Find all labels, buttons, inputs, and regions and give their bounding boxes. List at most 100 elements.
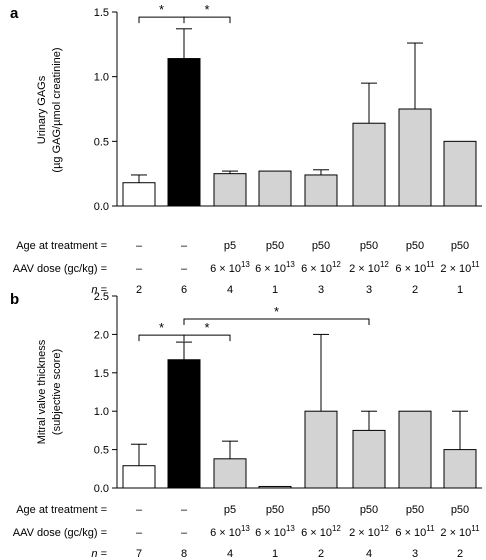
bar — [258, 170, 292, 207]
y-axis-label: Urinary GAGs (µg GAG/µmol creatinine) — [36, 47, 63, 172]
bar — [398, 108, 432, 207]
bar — [352, 429, 386, 489]
table-cell-dose: 6 × 1012 — [301, 524, 341, 539]
table-cell-dose: – — [181, 263, 188, 275]
table-cell-n: 1 — [272, 548, 278, 560]
y-tick-label: 1.0 — [94, 72, 109, 84]
table-row-label: Age at treatment = — [16, 504, 107, 516]
dose-base: 2 × 10 — [440, 527, 471, 539]
bar — [443, 449, 477, 489]
chart-panel-b: b Mitral valve thickness (subjective score… — [10, 291, 482, 560]
table-cell-n: 1 — [457, 284, 463, 296]
dose-exponent: 12 — [380, 524, 389, 533]
y-axis-label: Mitral valve thickness (subjective score) — [36, 339, 63, 444]
dose-exponent: 11 — [426, 260, 435, 269]
significance-star: * — [274, 304, 279, 319]
bar — [443, 140, 477, 207]
table-cell-n: 8 — [181, 548, 187, 560]
y-tick-label: 0.0 — [94, 201, 109, 213]
dose-exponent: 13 — [241, 260, 250, 269]
table-cell-n: 4 — [227, 284, 233, 296]
table-cell-dose: 2 × 1011 — [440, 524, 480, 539]
table-cell-age: – — [136, 240, 143, 252]
table-cell-n: 3 — [318, 284, 324, 296]
significance-star: * — [159, 2, 164, 17]
table-cell-dose: 2 × 1011 — [440, 260, 480, 275]
y-axis-label-line2: (subjective score) — [51, 349, 63, 435]
bar — [398, 410, 432, 489]
significance-bracket — [183, 334, 231, 342]
table-cell-n: 6 — [181, 284, 187, 296]
table-cell-n: 2 — [457, 548, 463, 560]
table-cell-dose: 6 × 1012 — [301, 260, 341, 275]
bar — [213, 173, 247, 207]
dose-base: 6 × 10 — [301, 527, 332, 539]
y-tick-label: 1.5 — [94, 368, 109, 380]
table-cell-dose: 2 × 1012 — [349, 524, 389, 539]
significance-bracket — [138, 334, 185, 342]
table-row-label: n = — [91, 284, 107, 296]
table-cell-age: – — [181, 240, 188, 252]
bar — [304, 410, 338, 489]
table-cell-n: 1 — [272, 284, 278, 296]
bar — [258, 485, 292, 489]
table-cell-age: p50 — [266, 504, 284, 516]
table-cell-n: 4 — [366, 548, 372, 560]
table-cell-age: p50 — [266, 240, 284, 252]
y-tick-label: 0.0 — [94, 483, 109, 495]
dose-exponent: 12 — [332, 260, 341, 269]
table-cell-age: p50 — [360, 504, 378, 516]
table-cell-age: p50 — [406, 504, 424, 516]
dose-exponent: 13 — [286, 260, 295, 269]
dose-base: – — [181, 527, 188, 539]
table-row-label: Age at treatment = — [16, 240, 107, 252]
table-cell-n: 7 — [136, 548, 142, 560]
dose-base: 6 × 10 — [210, 263, 241, 275]
significance-bracket — [183, 16, 231, 24]
dose-base: 6 × 10 — [210, 527, 241, 539]
table-row-label: AAV dose (gc/kg) = — [13, 263, 107, 275]
dose-base: 6 × 10 — [395, 527, 426, 539]
table-cell-n: 2 — [412, 284, 418, 296]
dose-base: 2 × 10 — [349, 527, 380, 539]
table-cell-age: – — [181, 504, 188, 516]
table-cell-age: p50 — [312, 240, 330, 252]
n-symbol: n — [91, 284, 97, 296]
dose-exponent: 12 — [332, 524, 341, 533]
significance-star: * — [159, 320, 164, 335]
table-cell-age: p50 — [451, 240, 469, 252]
significance-bracket — [138, 16, 185, 24]
significance-star: * — [204, 320, 209, 335]
dose-exponent: 13 — [241, 524, 250, 533]
table-cell-age: p5 — [224, 504, 236, 516]
chart-panel-a: a Urinary GAGs (µg GAG/µmol creatinine) 0.0… — [10, 2, 482, 296]
y-tick-label: 0.5 — [94, 136, 109, 148]
dose-exponent: 13 — [286, 524, 295, 533]
bar — [213, 458, 247, 489]
table-cell-n: 4 — [227, 548, 233, 560]
dose-base: – — [136, 263, 143, 275]
n-equals: = — [98, 284, 107, 296]
y-tick-label: 2.5 — [94, 291, 109, 303]
dose-base: 6 × 10 — [255, 527, 286, 539]
y-tick-label: 1.5 — [94, 7, 109, 19]
table-row-label: AAV dose (gc/kg) = — [13, 527, 107, 539]
table-cell-dose: 6 × 1013 — [210, 524, 250, 539]
y-tick-label: 2.0 — [94, 329, 109, 341]
panel-label: b — [10, 291, 19, 308]
table-cell-dose: – — [136, 527, 143, 539]
dose-base: 6 × 10 — [395, 263, 426, 275]
bar — [122, 182, 156, 207]
bar — [304, 174, 338, 207]
dose-base: 6 × 10 — [255, 263, 286, 275]
table-cell-age: – — [136, 504, 143, 516]
y-axis-label-line1: Mitral valve thickness — [36, 339, 48, 444]
panel-label: a — [10, 5, 19, 22]
dose-base: 2 × 10 — [349, 263, 380, 275]
table-cell-age: p50 — [360, 240, 378, 252]
table-cell-dose: 6 × 1011 — [395, 260, 435, 275]
dose-base: – — [181, 263, 188, 275]
table-cell-dose: 2 × 1012 — [349, 260, 389, 275]
table-cell-dose: 6 × 1013 — [210, 260, 250, 275]
table-cell-age: p50 — [312, 504, 330, 516]
